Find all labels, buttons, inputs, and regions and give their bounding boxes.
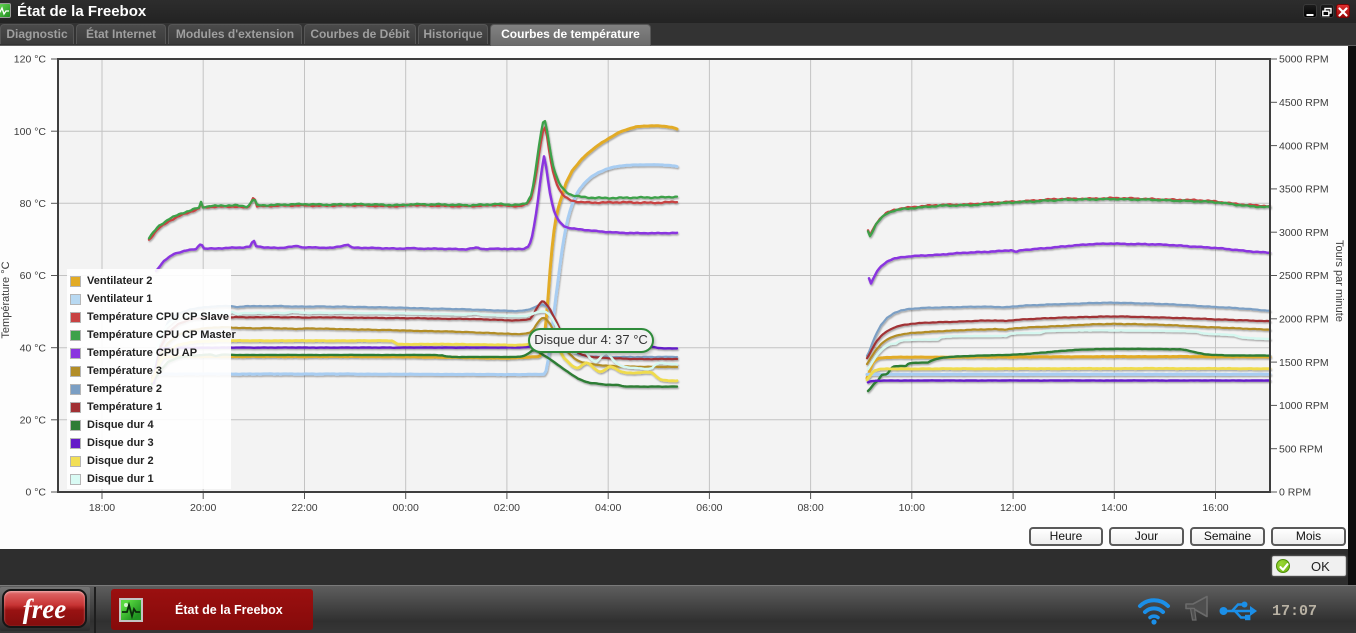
svg-text:22:00: 22:00 <box>291 502 317 514</box>
svg-text:4000 RPM: 4000 RPM <box>1279 140 1329 152</box>
svg-text:0 RPM: 0 RPM <box>1279 487 1311 499</box>
svg-text:1500 RPM: 1500 RPM <box>1279 357 1329 369</box>
svg-text:1000 RPM: 1000 RPM <box>1279 400 1329 412</box>
svg-text:2500 RPM: 2500 RPM <box>1279 270 1329 282</box>
svg-text:00:00: 00:00 <box>393 502 419 514</box>
svg-text:10:00: 10:00 <box>899 502 925 514</box>
svg-text:2000 RPM: 2000 RPM <box>1279 314 1329 326</box>
svg-text:3500 RPM: 3500 RPM <box>1279 184 1329 196</box>
svg-text:100 °C: 100 °C <box>14 126 47 138</box>
svg-text:08:00: 08:00 <box>797 502 823 514</box>
svg-text:06:00: 06:00 <box>696 502 722 514</box>
svg-text:Température °C: Température °C <box>0 261 12 338</box>
svg-text:5000 RPM: 5000 RPM <box>1279 54 1329 66</box>
svg-text:12:00: 12:00 <box>1000 502 1026 514</box>
svg-text:120 °C: 120 °C <box>14 54 47 66</box>
svg-text:20 °C: 20 °C <box>20 415 47 427</box>
svg-text:Tours par minute: Tours par minute <box>1333 240 1345 322</box>
svg-text:14:00: 14:00 <box>1101 502 1127 514</box>
svg-text:3000 RPM: 3000 RPM <box>1279 227 1329 239</box>
svg-text:500 RPM: 500 RPM <box>1279 443 1323 455</box>
svg-text:40 °C: 40 °C <box>20 342 47 354</box>
svg-text:60 °C: 60 °C <box>20 270 47 282</box>
svg-text:20:00: 20:00 <box>190 502 216 514</box>
svg-text:0 °C: 0 °C <box>25 487 46 499</box>
svg-text:04:00: 04:00 <box>595 502 621 514</box>
svg-text:4500 RPM: 4500 RPM <box>1279 97 1329 109</box>
svg-text:02:00: 02:00 <box>494 502 520 514</box>
svg-text:18:00: 18:00 <box>89 502 115 514</box>
svg-text:16:00: 16:00 <box>1202 502 1228 514</box>
svg-text:80 °C: 80 °C <box>20 198 47 210</box>
